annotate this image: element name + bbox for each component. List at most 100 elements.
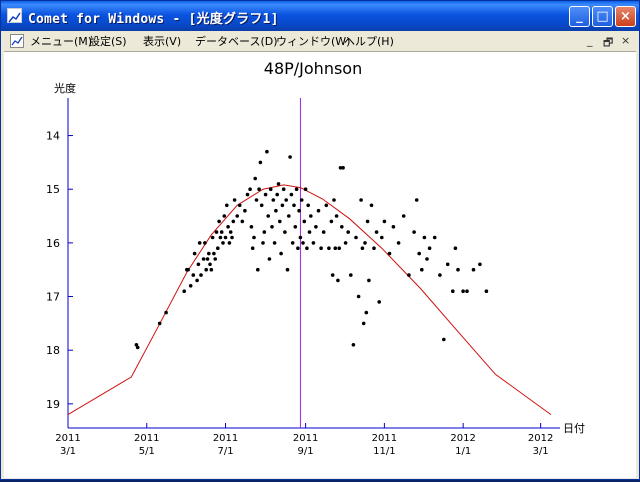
observation-point <box>484 289 489 293</box>
observation-point <box>364 310 369 315</box>
close-button[interactable]: × <box>615 6 636 27</box>
maximize-button[interactable]: □ <box>592 6 613 27</box>
observation-point <box>287 214 291 218</box>
observation-point <box>330 273 335 277</box>
observation-point <box>432 235 437 240</box>
observation-point <box>195 278 199 283</box>
menu-item-settings[interactable]: 設定(S) <box>89 35 127 48</box>
menu-item-menu[interactable]: メニュー(M) <box>30 35 93 48</box>
observation-point <box>380 235 384 240</box>
observation-point <box>203 241 207 245</box>
observation-point <box>208 262 212 267</box>
observation-point <box>361 321 366 326</box>
x-tick-year: 2012 <box>450 433 475 444</box>
minimize-button[interactable]: _ <box>569 6 590 27</box>
observation-point <box>453 246 458 250</box>
observation-point <box>332 198 336 202</box>
observation-point <box>262 230 267 234</box>
observation-point <box>275 192 280 197</box>
observation-point <box>412 230 416 234</box>
observation-point <box>182 289 186 293</box>
observation-point <box>465 289 469 293</box>
observation-point <box>341 166 345 170</box>
observation-point <box>226 225 230 229</box>
menu-item-help[interactable]: ヘルプ(H) <box>344 35 394 48</box>
mdi-restore-button[interactable]: 🗗 <box>603 36 614 49</box>
observation-point <box>192 251 197 256</box>
observation-point <box>374 230 379 234</box>
observation-point <box>284 198 289 202</box>
x-tick-date: 3/1 <box>533 446 549 457</box>
observation-point <box>338 166 343 170</box>
observation-point <box>414 198 419 202</box>
title-bar[interactable]: Comet for Windows - [光度グラフ1] _ □ × <box>1 1 639 31</box>
observation-point <box>401 214 406 218</box>
y-tick-label: 16 <box>46 237 60 250</box>
x-tick-date: 9/1 <box>298 446 314 457</box>
x-tick-year: 2011 <box>213 433 238 444</box>
observation-point <box>254 198 259 202</box>
observation-point <box>372 246 376 250</box>
observation-point <box>349 273 353 277</box>
observation-point <box>230 235 234 240</box>
observation-point <box>367 278 371 283</box>
menu-item-window[interactable]: ウィンドウ(W) <box>276 35 351 48</box>
observation-point <box>365 219 370 224</box>
x-tick-year: 2011 <box>134 433 159 444</box>
y-tick-label: 19 <box>46 398 60 411</box>
observation-point <box>245 192 250 197</box>
observation-point <box>327 246 331 250</box>
x-tick-year: 2011 <box>372 433 397 444</box>
app-icon[interactable] <box>7 8 22 23</box>
observation-point <box>201 257 206 261</box>
observation-point <box>297 208 301 213</box>
observation-point <box>296 246 300 250</box>
observation-point <box>356 294 361 299</box>
observation-point <box>334 214 339 218</box>
observation-point <box>289 192 294 197</box>
observation-point <box>199 273 203 277</box>
document-chart-icon[interactable] <box>10 34 24 48</box>
observation-point <box>278 219 282 224</box>
y-tick-label: 14 <box>46 130 60 143</box>
observation-point <box>324 203 329 208</box>
observation-point <box>281 187 286 191</box>
observation-point <box>213 257 217 261</box>
window-title: Comet for Windows - [光度グラフ1] <box>28 12 279 27</box>
x-tick-date: 3/1 <box>60 446 76 457</box>
y-tick-label: 18 <box>46 344 60 357</box>
observation-point <box>228 230 233 234</box>
menu-item-database[interactable]: データベース(D) <box>195 35 278 48</box>
mdi-close-button[interactable]: × <box>621 34 631 47</box>
observation-point <box>337 246 342 250</box>
observation-point <box>340 225 344 229</box>
observation-point <box>316 208 321 213</box>
observation-point <box>197 241 202 245</box>
observation-point <box>249 225 254 229</box>
observation-point <box>204 267 208 272</box>
observation-point <box>237 203 242 208</box>
menu-item-view[interactable]: 表示(V) <box>143 35 182 48</box>
observation-point <box>191 273 196 277</box>
observation-point <box>382 219 387 224</box>
observation-point <box>329 219 334 224</box>
observation-point <box>306 203 311 208</box>
x-tick-date: 7/1 <box>217 446 233 457</box>
observation-point <box>292 203 296 208</box>
observation-point <box>343 241 348 245</box>
predicted-curve-line <box>67 184 552 416</box>
observation-point <box>438 273 442 277</box>
observation-point <box>225 203 229 208</box>
mdi-minimize-button[interactable]: _ <box>587 34 593 47</box>
observation-point <box>311 241 316 245</box>
observation-point <box>280 203 285 208</box>
observation-point <box>214 230 219 234</box>
observation-point <box>305 246 309 250</box>
observation-point <box>188 284 193 288</box>
light-curve-chart: 14 15 16 17 18 19 2011 3/1 2011 5/1 2011 7/1 2011 9/1… <box>46 59 585 457</box>
observation-point <box>250 246 255 250</box>
x-axis-label: 日付 <box>563 422 585 435</box>
observation-point <box>210 235 215 240</box>
observation-point <box>216 246 220 250</box>
y-axis-label: 光度 <box>54 81 76 95</box>
